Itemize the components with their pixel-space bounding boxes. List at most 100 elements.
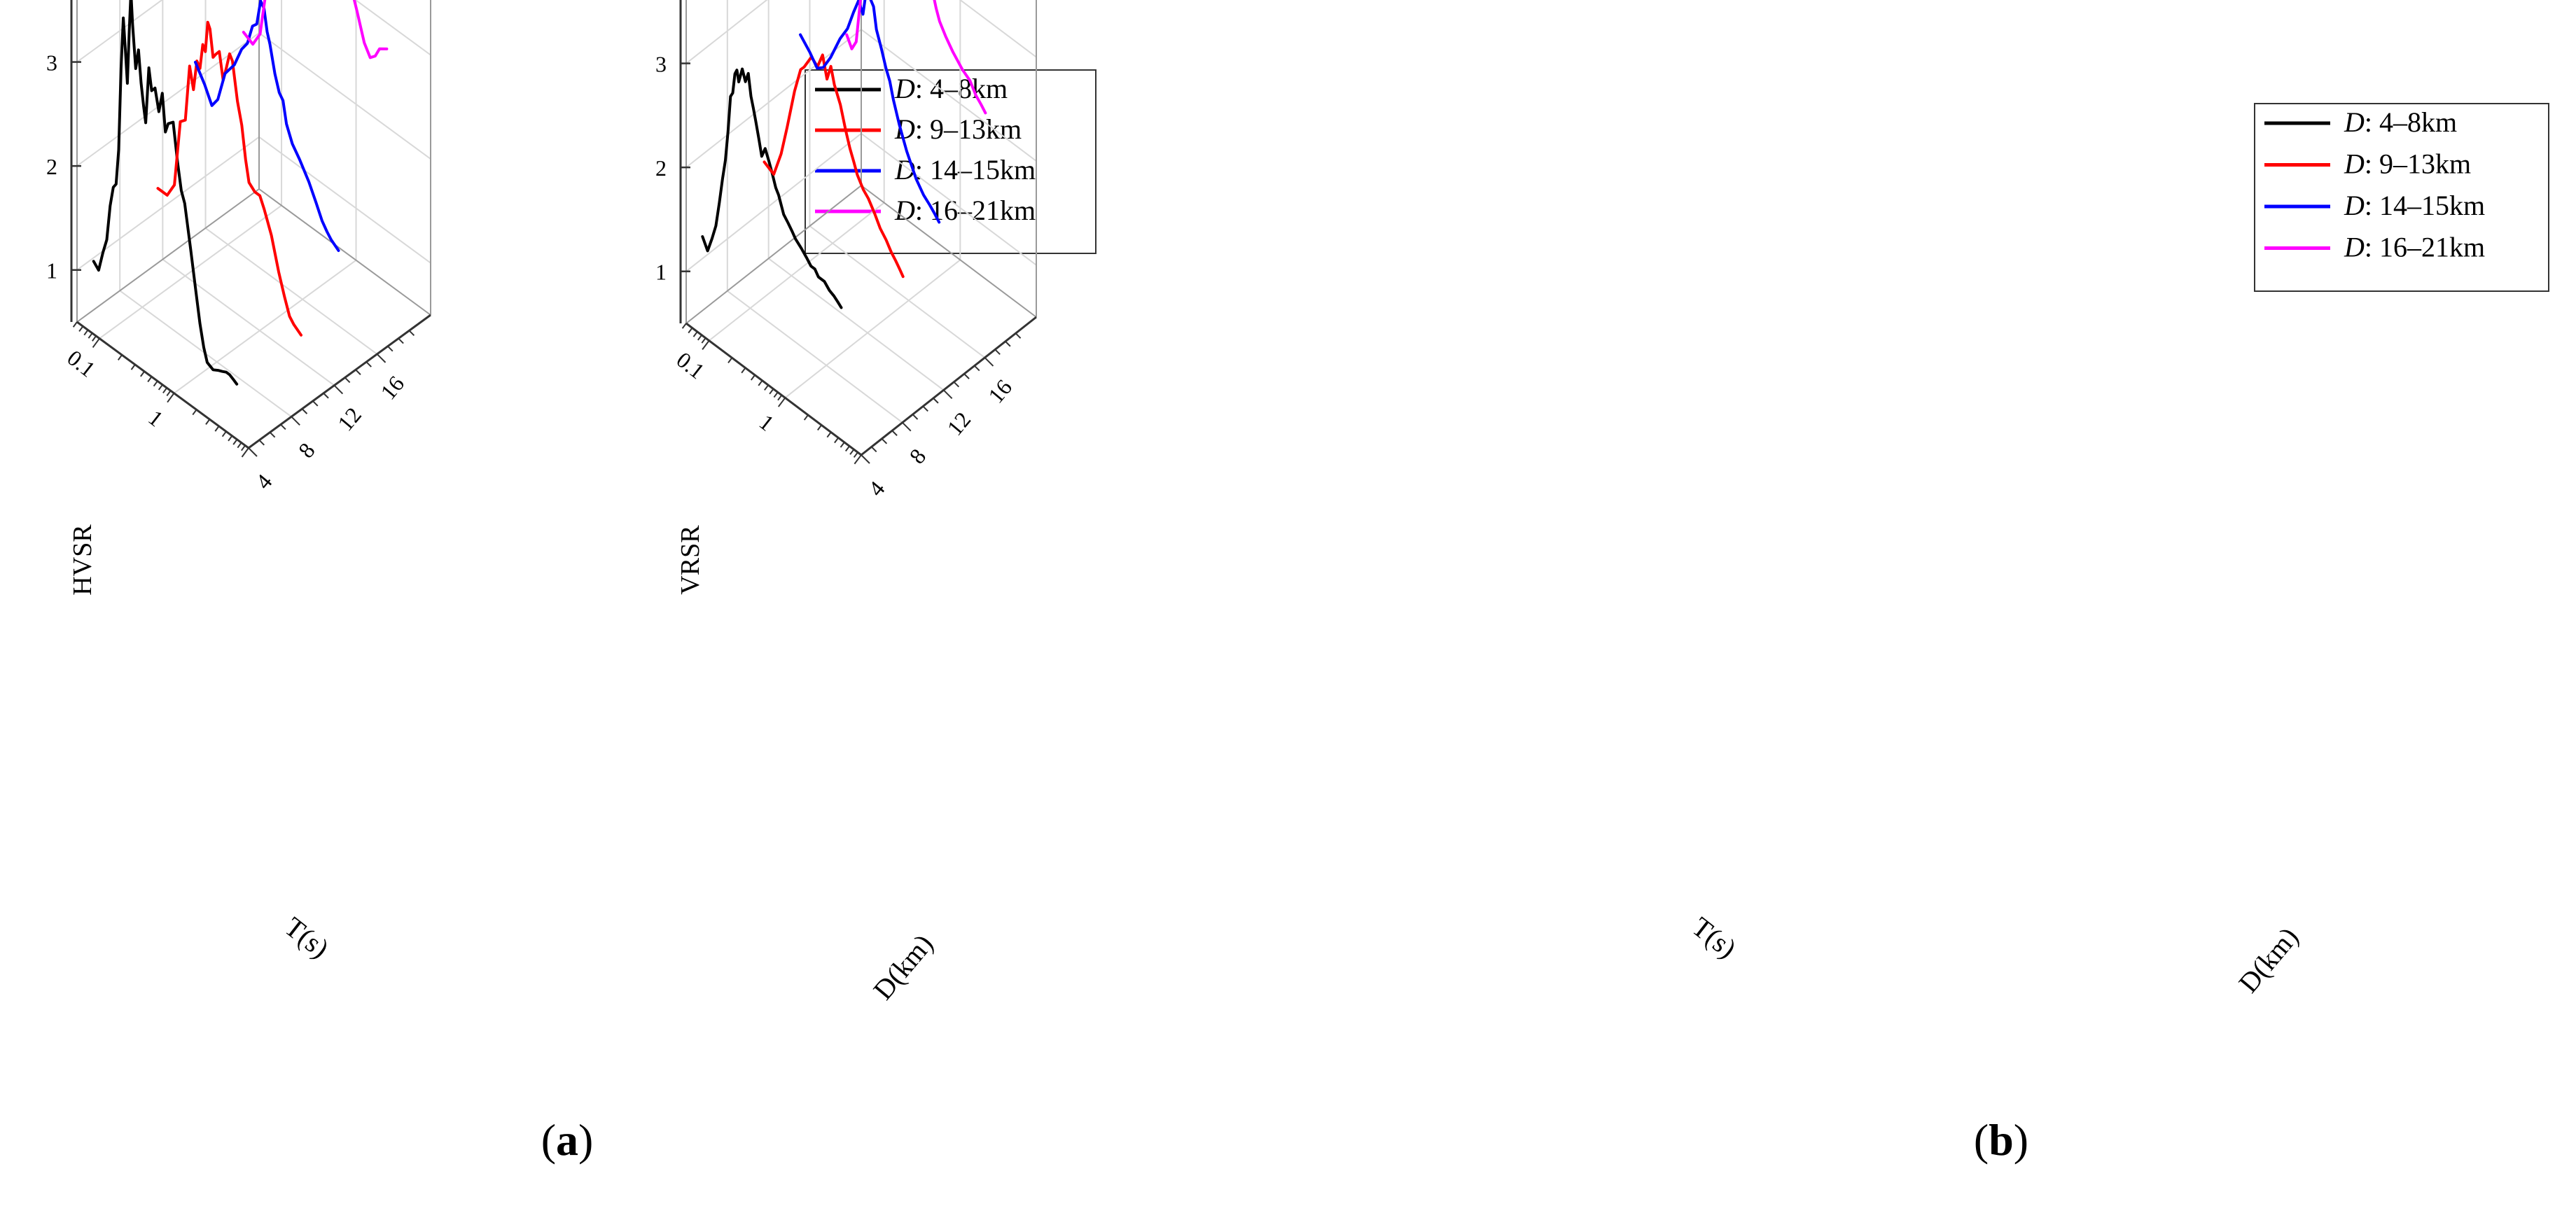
series-line-4-8km bbox=[92, 0, 239, 386]
d-tick-minor bbox=[974, 365, 980, 372]
box-edge bbox=[685, 185, 862, 324]
d-tick-minor bbox=[891, 430, 898, 436]
floor-grid-line bbox=[784, 259, 961, 399]
legend-entry-text: : 16–21km bbox=[915, 195, 1036, 226]
d-tick-minor bbox=[344, 377, 351, 384]
t-tick bbox=[228, 435, 233, 442]
d-tick-minor bbox=[280, 423, 286, 430]
series-line-16-21km bbox=[242, 0, 389, 59]
z-tick-label: 3 bbox=[46, 50, 57, 76]
legend-entry: D: 4–8km bbox=[2344, 106, 2457, 138]
d-tick-minor bbox=[881, 438, 888, 444]
t-tick bbox=[773, 391, 779, 398]
d-tick bbox=[248, 447, 258, 457]
caption-open: ( bbox=[1974, 1115, 1989, 1165]
t-tick bbox=[130, 364, 136, 370]
t-tick bbox=[681, 323, 687, 329]
legend-entry-italic: D bbox=[2344, 148, 2365, 180]
legend-entry-text: : 16–21km bbox=[2365, 232, 2485, 263]
d-tick-minor bbox=[301, 408, 308, 414]
legend-entry: D: 14–15km bbox=[894, 154, 1036, 185]
legend-entry-text: : 9–13km bbox=[915, 113, 1022, 145]
z-tick-label: 1 bbox=[46, 258, 57, 283]
legend-entry-text: : 9–13km bbox=[2365, 148, 2471, 180]
t-tick bbox=[849, 449, 855, 455]
d-tick bbox=[861, 454, 870, 464]
t-tick bbox=[192, 409, 197, 416]
d-tick bbox=[984, 357, 994, 367]
panel-caption: (a) bbox=[541, 1115, 594, 1165]
t-tick bbox=[758, 380, 763, 386]
t-tick bbox=[205, 419, 211, 425]
caption-letter: a bbox=[556, 1115, 578, 1165]
t-tick bbox=[92, 335, 97, 342]
t-tick bbox=[853, 451, 858, 458]
t-tick bbox=[72, 321, 78, 328]
d-tick-minor bbox=[365, 361, 372, 367]
z-axis-label: VRSR bbox=[676, 525, 705, 595]
t-tick bbox=[692, 331, 698, 337]
d-tick-minor bbox=[963, 373, 970, 379]
d-tick-minor bbox=[408, 330, 415, 337]
series-line-9-13km bbox=[763, 53, 905, 279]
z-tick-label: 3 bbox=[655, 52, 667, 77]
box-edge bbox=[76, 188, 260, 323]
t-tick bbox=[117, 354, 123, 360]
z-axis-label: HVSR bbox=[68, 524, 97, 596]
t-tick bbox=[697, 335, 702, 341]
d-tick-minor bbox=[269, 431, 276, 438]
t-tick bbox=[803, 414, 809, 421]
wall-grid-line bbox=[685, 0, 1037, 64]
d-tick bbox=[902, 421, 912, 432]
d-tick bbox=[333, 384, 344, 395]
d-tick-minor bbox=[387, 345, 394, 352]
t-tick bbox=[167, 393, 175, 403]
t-tick bbox=[153, 380, 158, 387]
d-tick-minor bbox=[312, 400, 319, 407]
legend-box bbox=[2254, 103, 2549, 292]
box-edge bbox=[861, 185, 1037, 318]
t-tick bbox=[816, 424, 822, 431]
t-tick bbox=[701, 337, 706, 344]
t-tick bbox=[221, 430, 227, 437]
legend-entry: D: 16–21km bbox=[894, 195, 1036, 226]
t-tick bbox=[750, 374, 756, 381]
t-tick bbox=[702, 339, 710, 350]
t-tick bbox=[92, 337, 100, 349]
t-tick bbox=[162, 387, 168, 394]
z-tick-label: 1 bbox=[655, 260, 667, 285]
axes-box bbox=[70, 0, 431, 458]
t-tick bbox=[214, 426, 220, 432]
d-tick-minor bbox=[1005, 341, 1011, 347]
t-tick bbox=[844, 445, 850, 452]
z-tick-label: 2 bbox=[46, 154, 57, 179]
t-tick bbox=[140, 371, 145, 377]
floor-grid-line bbox=[768, 258, 945, 391]
d-axis-line bbox=[248, 314, 431, 449]
d-tick-minor bbox=[994, 349, 1001, 356]
t-tick bbox=[777, 397, 786, 407]
caption-letter: b bbox=[1989, 1115, 2014, 1165]
t-tick bbox=[727, 357, 733, 363]
t-tick bbox=[777, 394, 783, 401]
box-edge bbox=[258, 188, 431, 316]
d-tick-minor bbox=[922, 405, 928, 412]
legend-entry-italic: D bbox=[2344, 106, 2365, 138]
legend-entry-italic: D bbox=[894, 195, 915, 226]
floor-grid-line bbox=[709, 202, 885, 342]
caption-close: ) bbox=[578, 1115, 593, 1165]
floor-grid-line bbox=[809, 225, 986, 358]
t-tick bbox=[88, 332, 93, 339]
d-tick-minor bbox=[398, 337, 404, 344]
series-line-4-8km bbox=[701, 67, 843, 309]
legend-entry: D: 4–8km bbox=[894, 73, 1008, 104]
t-tick bbox=[769, 388, 774, 395]
d-tick-minor bbox=[933, 398, 939, 404]
legend-entry-italic: D bbox=[2344, 190, 2365, 221]
legend-entry-italic: D bbox=[894, 73, 915, 104]
series-group bbox=[92, 0, 389, 386]
t-tick bbox=[741, 367, 746, 374]
